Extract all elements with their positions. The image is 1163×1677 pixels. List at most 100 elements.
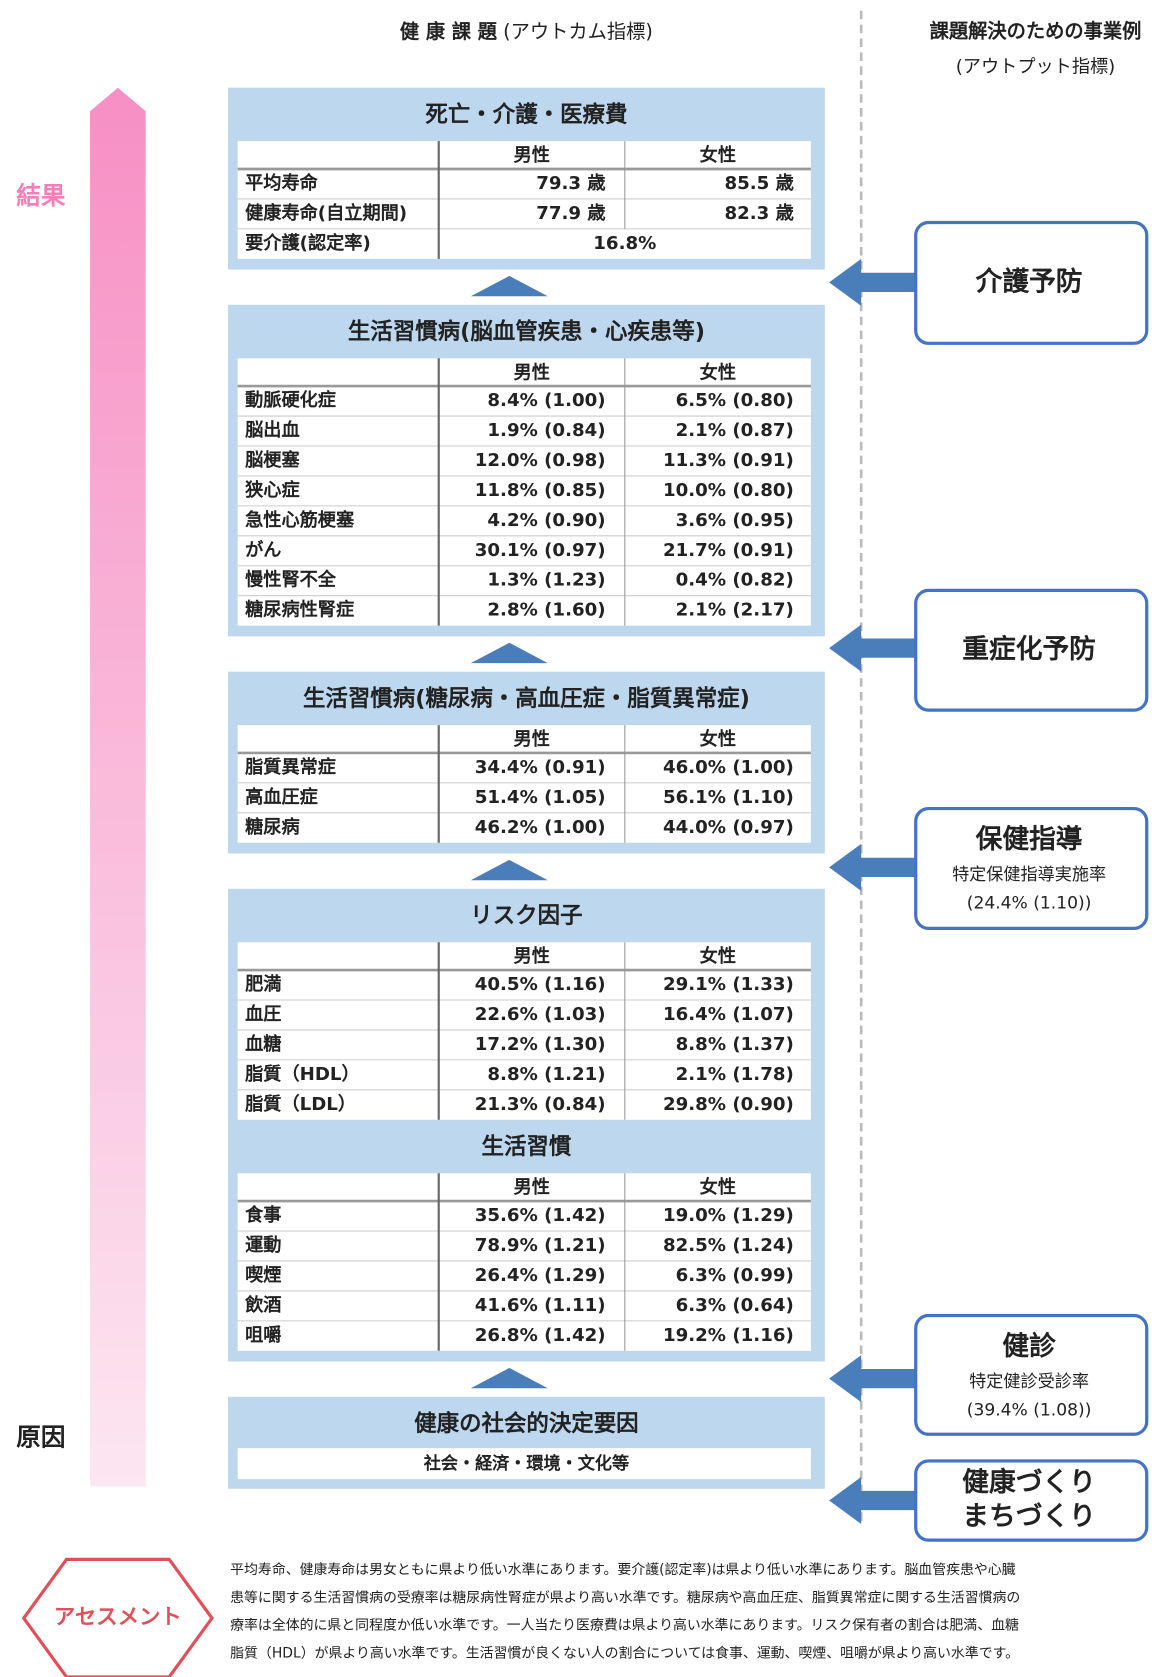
cell: 10.0% (0.80)	[663, 480, 794, 501]
column-header: 女性	[700, 361, 736, 383]
cell: 35.6% (1.42)	[475, 1205, 606, 1226]
cell: 82.5% (1.24)	[663, 1235, 794, 1256]
program-detail: (24.4% (1.10))	[967, 894, 1092, 914]
row-label: 狭心症	[244, 479, 300, 501]
left-arrow	[829, 1477, 916, 1525]
cell: 41.6% (1.11)	[475, 1295, 606, 1316]
cell: 22.6% (1.03)	[475, 1004, 606, 1025]
cell: 51.4% (1.05)	[475, 787, 606, 808]
assessment-text: 平均寿命、健康寿命は男女ともに県より低い水準にあります。要介護(認定率)は県より…	[230, 1561, 1015, 1578]
row-label: 喫煙	[245, 1264, 281, 1286]
column-header: 男性	[514, 361, 550, 383]
row-label: 運動	[245, 1234, 281, 1256]
cell: 19.2% (1.16)	[663, 1325, 794, 1346]
row-label: 脂質異常症	[245, 756, 336, 778]
cell: 4.2% (0.90)	[487, 510, 605, 531]
column-header: 男性	[514, 1176, 550, 1198]
program-title: 重症化予防	[962, 634, 1096, 665]
panel-title: 健康の社会的決定要因	[414, 1410, 638, 1437]
row-label: 食事	[245, 1204, 281, 1226]
cell: 26.4% (1.29)	[475, 1265, 606, 1286]
row-label: 急性心筋梗塞	[245, 509, 355, 531]
left-arrow	[829, 843, 916, 891]
row-label: 慢性腎不全	[245, 569, 337, 591]
column-header: 女性	[700, 1176, 736, 1198]
left-arrow	[829, 258, 916, 306]
cell: 0.4% (0.82)	[676, 570, 794, 591]
assessment-text: 療率は全体的に県と同程度か低い水準です。一人当たり医療費は県より高い水準にありま…	[230, 1617, 1019, 1634]
cell: 29.1% (1.33)	[663, 974, 794, 995]
table	[237, 358, 811, 626]
assessment-label: アセスメント	[54, 1605, 182, 1630]
left-arrow	[829, 624, 916, 672]
row-label: 咀嚼	[245, 1324, 281, 1346]
program-box	[914, 1459, 1149, 1542]
cell: 6.5% (0.80)	[676, 390, 794, 411]
cell: 19.0% (1.29)	[663, 1205, 794, 1226]
row-label: 脳出血	[245, 419, 300, 441]
program-title: まちづくり	[962, 1501, 1096, 1532]
program-detail: 特定健診受診率	[969, 1372, 1089, 1392]
program-title: 保健指導	[975, 823, 1083, 855]
cell: 11.3% (0.91)	[663, 450, 794, 471]
column-header: 男性	[514, 144, 550, 166]
assessment-text: 脂質（HDL）が県より高い水準です。生活習慣が良くない人の割合については食事、運…	[230, 1644, 1019, 1661]
column-header: 男性	[514, 728, 550, 750]
assessment-badge	[21, 1557, 214, 1677]
cell: 82.3 歳	[724, 203, 793, 224]
cell: 2.1% (1.78)	[676, 1064, 794, 1085]
column-header: 女性	[700, 728, 736, 750]
cell: 2.8% (1.60)	[487, 600, 605, 621]
cell: 12.0% (0.98)	[475, 450, 606, 471]
cell: 8.8% (1.37)	[676, 1034, 794, 1055]
panel-note: 社会・経済・環境・文化等	[423, 1453, 629, 1474]
cell: 85.5 歳	[724, 173, 793, 194]
table	[237, 725, 811, 843]
up-triangle	[470, 275, 548, 297]
left-arrow	[829, 1355, 916, 1403]
table	[237, 141, 811, 259]
table-title: 生活習慣病(脳血管疾患・心疾患等)	[348, 318, 705, 345]
program-title: 介護予防	[975, 265, 1083, 297]
row-label: がん	[245, 539, 281, 561]
right-subheader: (アウトプット指標)	[956, 56, 1116, 77]
cell: 3.6% (0.95)	[676, 510, 794, 531]
program-box	[914, 220, 1149, 345]
column-header: 女性	[700, 945, 736, 967]
row-label: 糖尿病性腎症	[245, 599, 354, 621]
cell: 2.1% (0.87)	[676, 420, 794, 441]
axis-bottom: 原因	[16, 1422, 65, 1451]
row-label: 健康寿命(自立期間)	[245, 202, 407, 224]
cell: 16.8%	[593, 233, 656, 254]
cell: 26.8% (1.42)	[475, 1325, 606, 1346]
up-triangle	[470, 642, 548, 664]
cell: 2.1% (2.17)	[676, 600, 794, 621]
cell: 1.3% (1.23)	[487, 570, 605, 591]
cell: 16.4% (1.07)	[663, 1004, 794, 1025]
cell: 6.3% (0.64)	[676, 1295, 794, 1316]
cell: 17.2% (1.30)	[475, 1034, 606, 1055]
cell: 78.9% (1.21)	[475, 1235, 606, 1256]
table-title: 生活習慣病(糖尿病・高血圧症・脂質異常症)	[303, 685, 750, 712]
note-box	[237, 1448, 811, 1480]
row-label: 血糖	[245, 1033, 281, 1055]
cell: 21.3% (0.84)	[475, 1094, 606, 1115]
cause-effect-arrow	[90, 87, 146, 1487]
row-label: 平均寿命	[245, 172, 319, 194]
table-title: リスク因子	[470, 903, 582, 929]
cell: 11.8% (0.85)	[475, 480, 606, 501]
cell: 79.3 歳	[536, 173, 605, 194]
up-triangle	[470, 859, 548, 881]
cell: 1.9% (0.84)	[487, 420, 605, 441]
column-header: 男性	[514, 945, 550, 967]
program-title: 健康づくり	[962, 1466, 1096, 1498]
row-label: 脳梗塞	[245, 449, 300, 471]
cell: 46.2% (1.00)	[475, 817, 606, 838]
cell: 40.5% (1.16)	[475, 974, 606, 995]
axis-top: 結果	[16, 181, 66, 210]
table-title: 死亡・介護・医療費	[425, 101, 627, 128]
cell: 8.4% (1.00)	[487, 390, 605, 411]
cell: 34.4% (0.91)	[475, 757, 606, 778]
row-label: 飲酒	[244, 1294, 281, 1316]
left-header: 健 康 課 題 (アウトカム指標)	[400, 20, 653, 43]
